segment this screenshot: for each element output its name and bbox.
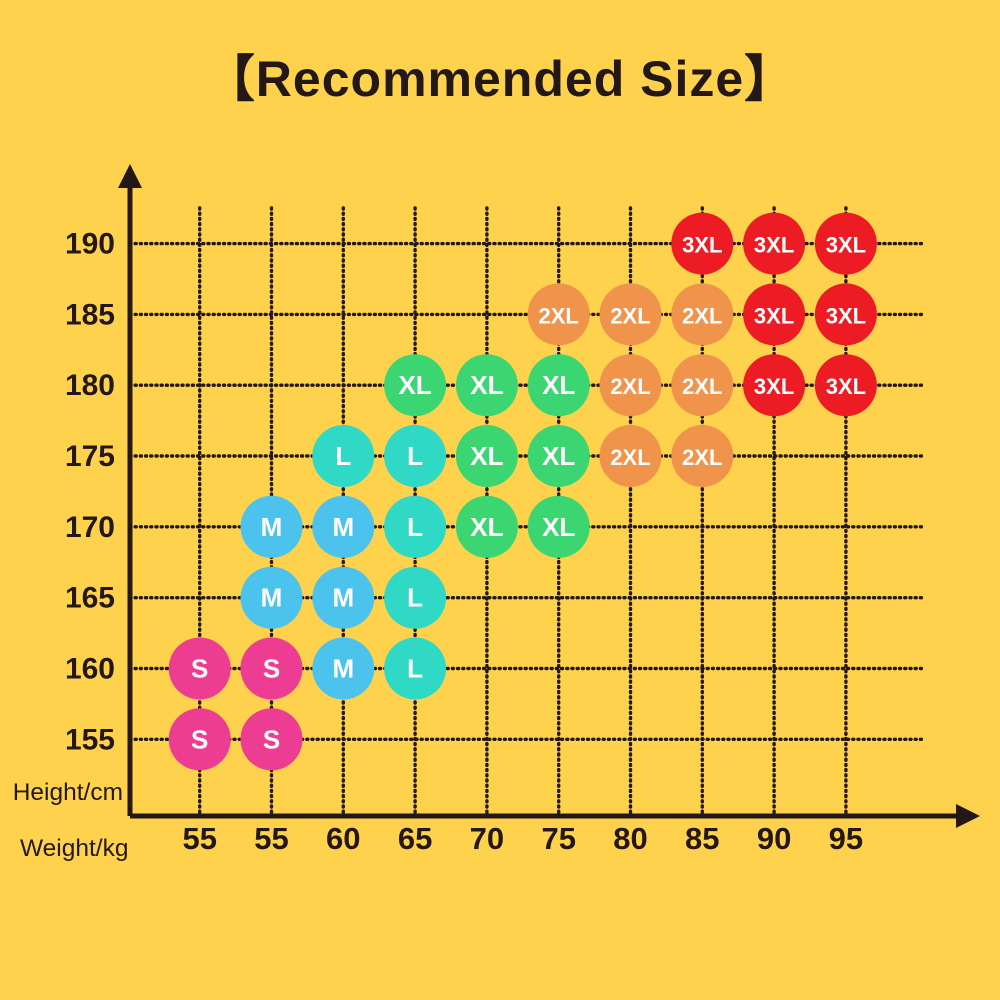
svg-text:3XL: 3XL: [754, 374, 794, 399]
svg-text:XL: XL: [398, 370, 431, 400]
svg-text:3XL: 3XL: [754, 303, 794, 328]
svg-text:90: 90: [757, 821, 791, 856]
svg-text:L: L: [407, 441, 423, 471]
svg-text:L: L: [335, 441, 351, 471]
svg-text:3XL: 3XL: [754, 233, 794, 258]
svg-text:XL: XL: [542, 441, 575, 471]
svg-text:2XL: 2XL: [682, 445, 722, 470]
svg-text:2XL: 2XL: [610, 445, 650, 470]
svg-text:S: S: [191, 724, 208, 754]
svg-text:XL: XL: [542, 370, 575, 400]
svg-text:80: 80: [613, 821, 647, 856]
svg-text:【Recommended Size】: 【Recommended Size】: [205, 51, 795, 107]
svg-text:75: 75: [541, 821, 575, 856]
svg-text:S: S: [263, 724, 280, 754]
svg-text:55: 55: [182, 821, 216, 856]
svg-text:155: 155: [65, 723, 115, 756]
svg-text:3XL: 3XL: [826, 374, 866, 399]
svg-text:2XL: 2XL: [682, 374, 722, 399]
svg-text:95: 95: [829, 821, 863, 856]
svg-text:M: M: [261, 583, 283, 613]
svg-text:L: L: [407, 654, 423, 684]
svg-text:180: 180: [65, 369, 115, 402]
svg-text:165: 165: [65, 582, 115, 615]
svg-text:55: 55: [254, 821, 288, 856]
svg-text:Height/cm: Height/cm: [13, 779, 123, 806]
svg-text:S: S: [263, 654, 280, 684]
svg-text:65: 65: [398, 821, 432, 856]
svg-text:M: M: [332, 583, 354, 613]
svg-text:XL: XL: [470, 370, 503, 400]
svg-text:M: M: [332, 654, 354, 684]
svg-text:XL: XL: [542, 512, 575, 542]
svg-text:S: S: [191, 654, 208, 684]
svg-text:2XL: 2XL: [539, 303, 579, 328]
svg-text:3XL: 3XL: [826, 303, 866, 328]
svg-text:2XL: 2XL: [610, 303, 650, 328]
svg-text:L: L: [407, 512, 423, 542]
svg-text:M: M: [332, 512, 354, 542]
svg-text:3XL: 3XL: [826, 233, 866, 258]
svg-text:190: 190: [65, 228, 115, 261]
svg-text:Weight/kg: Weight/kg: [20, 835, 129, 862]
svg-text:2XL: 2XL: [682, 303, 722, 328]
svg-text:L: L: [407, 583, 423, 613]
svg-text:185: 185: [65, 298, 115, 331]
svg-text:175: 175: [65, 440, 115, 473]
svg-text:XL: XL: [470, 512, 503, 542]
svg-text:70: 70: [470, 821, 504, 856]
svg-text:2XL: 2XL: [610, 374, 650, 399]
svg-text:170: 170: [65, 511, 115, 544]
svg-text:60: 60: [326, 821, 360, 856]
svg-text:XL: XL: [470, 441, 503, 471]
svg-text:M: M: [261, 512, 283, 542]
svg-text:3XL: 3XL: [682, 233, 722, 258]
svg-text:85: 85: [685, 821, 719, 856]
svg-text:160: 160: [65, 653, 115, 686]
